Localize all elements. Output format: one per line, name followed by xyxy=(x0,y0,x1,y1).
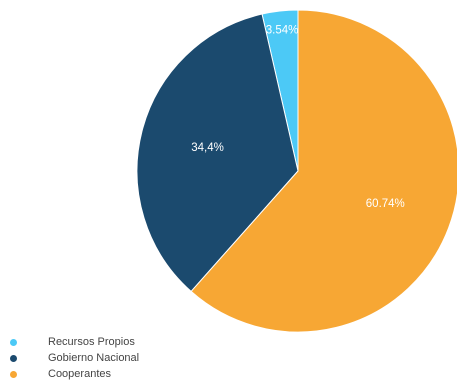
pie-slice-gobierno-nacional[interactable] xyxy=(136,13,299,293)
legend: Recursos Propios Gobierno Nacional Coope… xyxy=(10,334,139,382)
legend-marker-recursos-propios xyxy=(10,338,17,346)
legend-marker-cooperantes xyxy=(10,370,17,378)
legend-marker-gobierno-nacional xyxy=(10,354,17,362)
legend-item-gobierno-nacional[interactable]: Gobierno Nacional xyxy=(10,350,139,366)
pie-slice-labels: 3.54% 34,4% 60.74% xyxy=(191,24,405,210)
legend-item-cooperantes[interactable]: Cooperantes xyxy=(10,366,139,382)
pie-slices xyxy=(136,9,457,333)
legend-label-cooperantes: Cooperantes xyxy=(48,368,111,380)
legend-item-recursos-propios[interactable]: Recursos Propios xyxy=(10,334,139,350)
legend-label-gobierno-nacional: Gobierno Nacional xyxy=(48,352,140,364)
slice-label-recursos-propios: 3.54% xyxy=(266,24,299,36)
slice-label-gobierno-nacional: 34,4% xyxy=(191,142,224,154)
slice-label-cooperantes: 60.74% xyxy=(366,198,405,210)
legend-label-recursos-propios: Recursos Propios xyxy=(48,336,135,348)
pie-slice-cooperantes[interactable] xyxy=(190,9,457,333)
